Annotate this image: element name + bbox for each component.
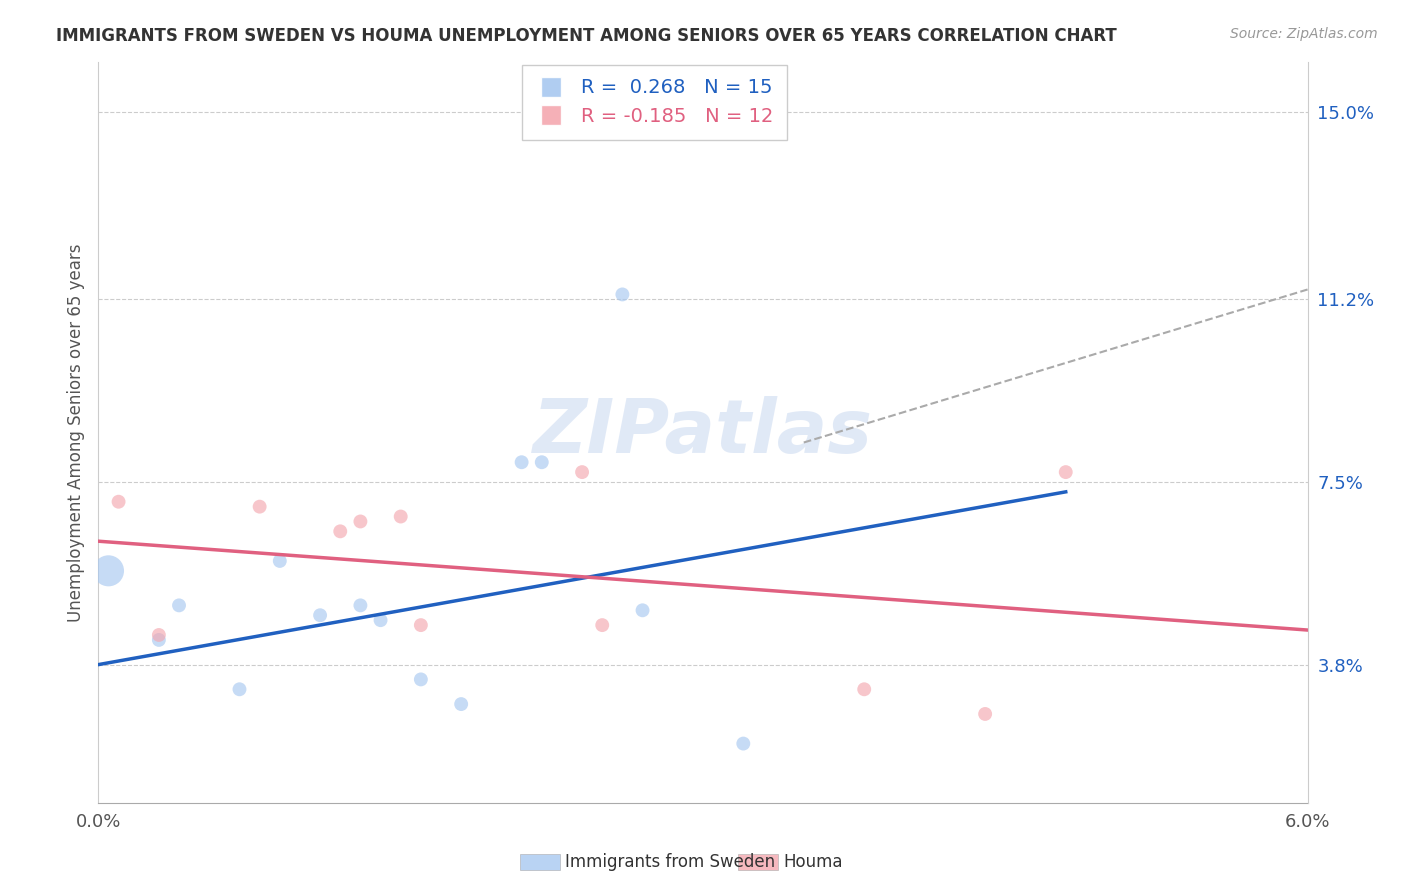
Point bbox=[349, 599, 371, 613]
Point bbox=[631, 603, 654, 617]
Point bbox=[733, 737, 755, 751]
Point bbox=[450, 697, 472, 711]
Point bbox=[571, 465, 593, 479]
Text: Source: ZipAtlas.com: Source: ZipAtlas.com bbox=[1230, 27, 1378, 41]
Point bbox=[148, 628, 170, 642]
Text: Immigrants from Sweden: Immigrants from Sweden bbox=[565, 853, 775, 871]
Point bbox=[974, 706, 997, 721]
Point bbox=[409, 618, 432, 632]
Point bbox=[309, 608, 332, 623]
Text: ZIPatlas: ZIPatlas bbox=[533, 396, 873, 469]
Text: IMMIGRANTS FROM SWEDEN VS HOUMA UNEMPLOYMENT AMONG SENIORS OVER 65 YEARS CORRELA: IMMIGRANTS FROM SWEDEN VS HOUMA UNEMPLOY… bbox=[56, 27, 1116, 45]
Y-axis label: Unemployment Among Seniors over 65 years: Unemployment Among Seniors over 65 years bbox=[66, 244, 84, 622]
Point bbox=[591, 618, 613, 632]
Point bbox=[97, 564, 120, 578]
Point bbox=[349, 515, 371, 529]
Point bbox=[612, 287, 634, 301]
Point bbox=[269, 554, 291, 568]
Point bbox=[853, 682, 876, 697]
Point bbox=[167, 599, 190, 613]
Point bbox=[1054, 465, 1077, 479]
Legend: R =  0.268   N = 15, R = -0.185   N = 12: R = 0.268 N = 15, R = -0.185 N = 12 bbox=[523, 65, 787, 140]
Point bbox=[370, 613, 392, 627]
Point bbox=[329, 524, 352, 539]
Point bbox=[530, 455, 553, 469]
Point bbox=[409, 673, 432, 687]
Point bbox=[510, 455, 533, 469]
Point bbox=[228, 682, 250, 697]
Point bbox=[148, 632, 170, 647]
Text: Houma: Houma bbox=[783, 853, 842, 871]
Point bbox=[249, 500, 271, 514]
Point bbox=[107, 494, 129, 508]
Point bbox=[389, 509, 412, 524]
